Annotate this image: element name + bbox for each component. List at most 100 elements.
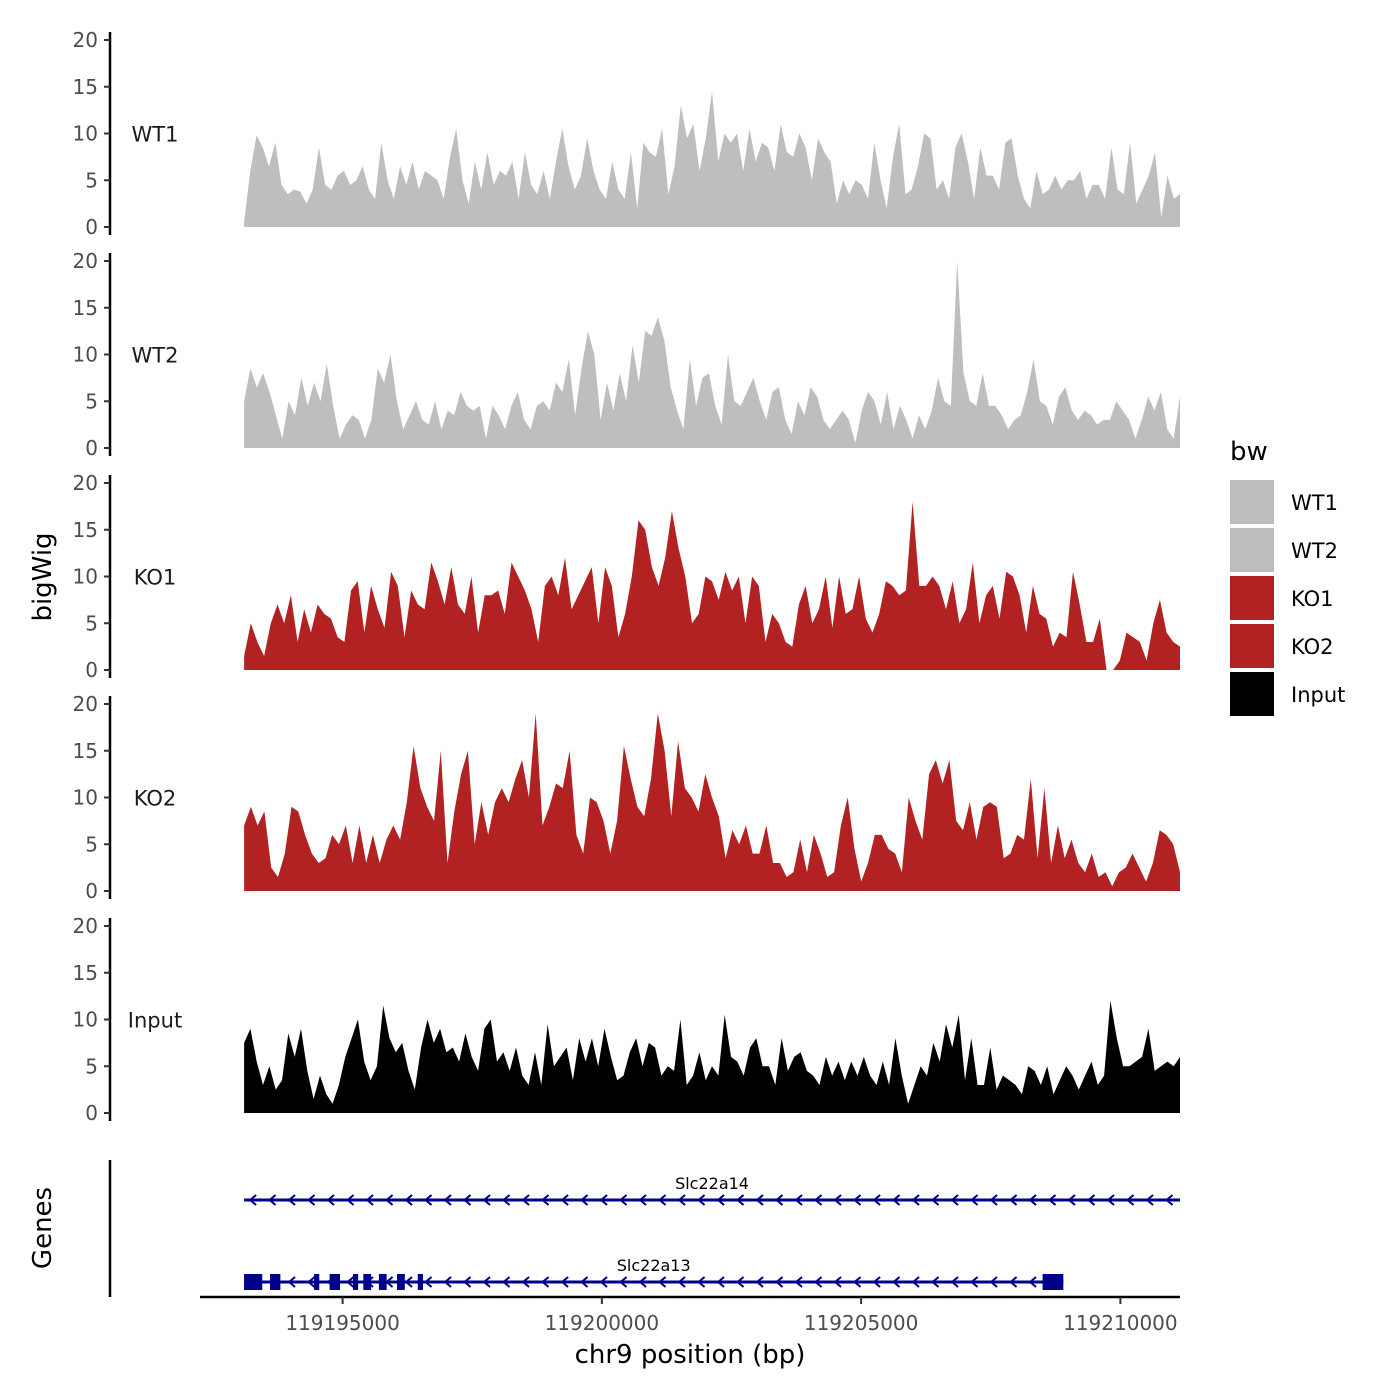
- exon: [378, 1274, 387, 1290]
- strand-arrow: [1009, 1194, 1018, 1206]
- strand-arrow: [287, 1276, 296, 1288]
- strand-arrow: [580, 1194, 589, 1206]
- strand-arrow: [872, 1276, 881, 1288]
- y-tick-label: 5: [85, 1054, 98, 1078]
- y-tick-label: 0: [85, 436, 98, 460]
- legend-item-ko1: KO1: [1230, 576, 1334, 620]
- strand-arrow: [833, 1276, 842, 1288]
- exon: [244, 1274, 263, 1290]
- strand-arrow: [970, 1276, 979, 1288]
- strand-arrow: [1126, 1194, 1135, 1206]
- strand-arrow: [638, 1276, 647, 1288]
- track-label: WT1: [132, 123, 179, 147]
- y-tick-label: 10: [73, 122, 98, 146]
- strand-arrow: [599, 1194, 608, 1206]
- legend-swatch: [1230, 576, 1274, 620]
- strand-arrow: [853, 1194, 862, 1206]
- strand-arrow: [716, 1194, 725, 1206]
- strand-arrow: [502, 1194, 511, 1206]
- strand-arrow: [872, 1194, 881, 1206]
- track-label: WT2: [132, 344, 179, 368]
- tracks-group: 0 5 10 15 20 WT1 0 5 10 15 20 WT2 0 5 10 15 20 KO1 0 5 10 15 2…: [73, 28, 1181, 1125]
- strand-arrow: [463, 1194, 472, 1206]
- y-tick-label: 0: [85, 879, 98, 903]
- exon: [352, 1274, 359, 1290]
- strand-arrow: [950, 1194, 959, 1206]
- strand-arrow: [950, 1276, 959, 1288]
- strand-arrow: [248, 1194, 257, 1206]
- strand-arrow: [1106, 1194, 1115, 1206]
- legend-swatch: [1230, 672, 1274, 716]
- strand-arrow: [833, 1194, 842, 1206]
- strand-arrow: [287, 1194, 296, 1206]
- track-wt1: 0 5 10 15 20 WT1: [73, 28, 1181, 239]
- y-tick-label: 5: [85, 168, 98, 192]
- gene-slc22a14: Slc22a14: [244, 1174, 1180, 1206]
- strand-arrow: [443, 1194, 452, 1206]
- y-tick-label: 20: [73, 28, 98, 52]
- strand-arrow: [560, 1194, 569, 1206]
- y-tick-label: 15: [73, 296, 98, 320]
- strand-arrow: [853, 1276, 862, 1288]
- strand-arrow: [424, 1194, 433, 1206]
- strand-arrow: [814, 1276, 823, 1288]
- legend-item-wt2: WT2: [1230, 528, 1338, 572]
- y-tick-label: 20: [73, 249, 98, 273]
- strand-arrow: [307, 1194, 316, 1206]
- strand-arrow: [658, 1276, 667, 1288]
- strand-arrow: [365, 1194, 374, 1206]
- x-tick-label: 119210000: [1063, 1311, 1178, 1335]
- strand-arrow: [794, 1194, 803, 1206]
- strand-arrow: [1067, 1194, 1076, 1206]
- area-ko2: [244, 713, 1181, 891]
- strand-arrow: [619, 1194, 628, 1206]
- strand-arrow: [1028, 1194, 1037, 1206]
- area-wt2: [244, 261, 1181, 448]
- exon: [417, 1274, 423, 1290]
- track-ko2: 0 5 10 15 20 KO2: [73, 692, 1181, 903]
- strand-arrow: [521, 1276, 530, 1288]
- legend-item-wt1: WT1: [1230, 480, 1338, 524]
- y-tick-label: 5: [85, 389, 98, 413]
- legend-label: Input: [1291, 683, 1345, 707]
- strand-arrow: [911, 1194, 920, 1206]
- area-wt1: [244, 91, 1181, 228]
- strand-arrow: [346, 1276, 355, 1288]
- y-tick-label: 5: [85, 832, 98, 856]
- x-axis-title: chr9 position (bp): [575, 1340, 806, 1370]
- strand-arrow: [541, 1276, 550, 1288]
- strand-arrow: [521, 1194, 530, 1206]
- strand-arrow: [268, 1194, 277, 1206]
- strand-arrow: [307, 1276, 316, 1288]
- strand-arrow: [404, 1276, 413, 1288]
- strand-arrow: [736, 1194, 745, 1206]
- legend-swatch: [1230, 624, 1274, 668]
- strand-arrow: [658, 1194, 667, 1206]
- exon: [329, 1274, 340, 1290]
- strand-arrow: [599, 1276, 608, 1288]
- track-wt2: 0 5 10 15 20 WT2: [73, 249, 1181, 460]
- strand-arrow: [482, 1276, 491, 1288]
- y-tick-label: 20: [73, 914, 98, 938]
- genes-group: Slc22a14 Slc22a13: [108, 1160, 1180, 1297]
- strand-arrow: [1165, 1194, 1174, 1206]
- strand-arrow: [736, 1276, 745, 1288]
- gene-label: Slc22a13: [617, 1256, 691, 1275]
- exon: [363, 1274, 372, 1290]
- strand-arrow: [989, 1276, 998, 1288]
- strand-arrow: [482, 1194, 491, 1206]
- track-label: KO2: [134, 787, 177, 811]
- strand-arrow: [989, 1194, 998, 1206]
- strand-arrow: [697, 1194, 706, 1206]
- strand-arrow: [1145, 1194, 1154, 1206]
- strand-arrow: [794, 1276, 803, 1288]
- strand-arrow: [892, 1194, 901, 1206]
- strand-arrow: [385, 1194, 394, 1206]
- strand-arrow: [560, 1276, 569, 1288]
- strand-arrow: [677, 1194, 686, 1206]
- track-ko1: 0 5 10 15 20 KO1: [73, 471, 1181, 682]
- strand-arrow: [970, 1194, 979, 1206]
- track-input: 0 5 10 15 20 Input: [73, 914, 1181, 1125]
- y-tick-label: 10: [73, 786, 98, 810]
